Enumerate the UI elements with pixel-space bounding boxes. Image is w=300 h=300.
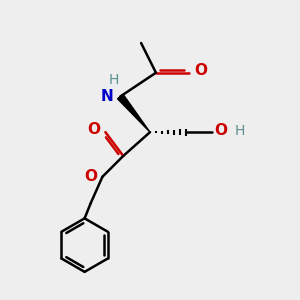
Polygon shape xyxy=(118,94,150,132)
Text: O: O xyxy=(84,169,97,184)
Text: O: O xyxy=(214,123,227,138)
Text: H: H xyxy=(109,73,119,87)
Text: O: O xyxy=(87,122,100,137)
Text: O: O xyxy=(194,63,207,78)
Text: N: N xyxy=(101,89,114,104)
Text: H: H xyxy=(235,124,245,138)
